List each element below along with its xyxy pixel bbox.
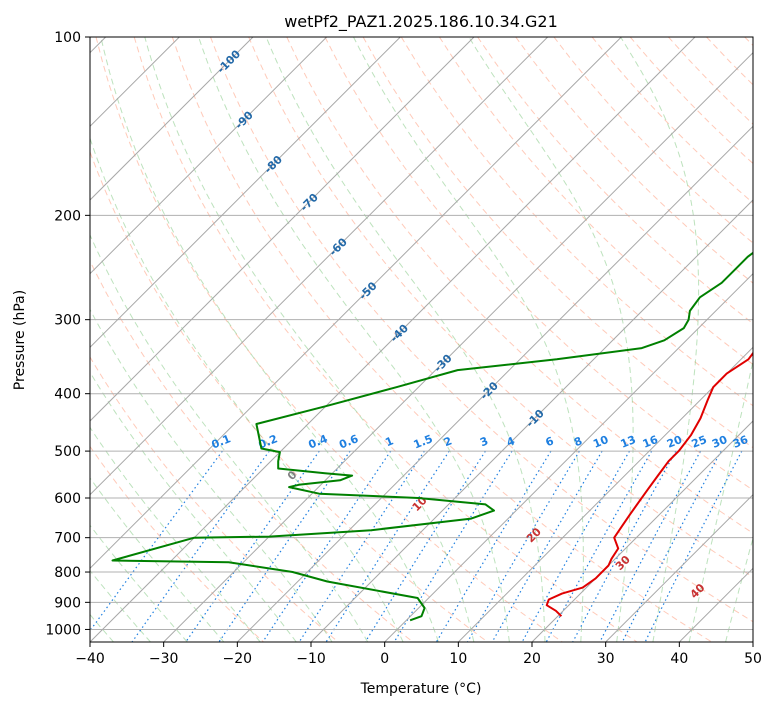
mixing-ratio-line (298, 450, 425, 642)
mixing-ratio-label: 20 (665, 433, 684, 451)
x-tick-label: −30 (149, 651, 179, 667)
dry-adiabat-line (133, 37, 638, 642)
mixing-ratio-line (572, 450, 677, 642)
moist-adiabat-line (144, 37, 475, 642)
moist-adiabats (90, 37, 753, 642)
mixing-ratio-line (545, 450, 653, 642)
x-tick-label: 10 (449, 651, 467, 667)
isotherm-gridline (90, 37, 475, 422)
isotherm-gridline (236, 125, 753, 642)
x-tick-label: 50 (744, 651, 762, 667)
y-tick-label: 500 (54, 444, 81, 460)
isotherm-gridline (163, 51, 753, 642)
mixing-ratio-line (466, 450, 580, 642)
moist-adiabat-line (725, 536, 753, 642)
moist-adiabat-line (353, 37, 584, 642)
mixing-ratio-line (90, 450, 223, 632)
mixing-ratio-line (621, 450, 722, 642)
y-tick-label: 100 (54, 30, 81, 46)
mixing-ratio-label: 36 (731, 433, 750, 451)
mixing-ratio-label: 16 (641, 433, 660, 451)
dry-adiabat-line (95, 37, 563, 642)
mixing-ratio-line (262, 450, 392, 642)
x-tick-label: 40 (670, 651, 688, 667)
moist-adiabat-line (90, 233, 369, 642)
isotherm-gridline (90, 37, 401, 349)
x-tick-label: 0 (380, 651, 389, 667)
moist-adiabat-line (198, 37, 510, 642)
dry-adiabat-line (90, 445, 264, 642)
y-tick-label: 800 (54, 565, 81, 581)
isotherm-gridline (90, 37, 328, 275)
x-tick-label: −10 (296, 651, 326, 667)
moist-adiabat-line (90, 308, 333, 642)
moist-adiabat-line (90, 371, 297, 642)
isotherm-gridline (310, 199, 753, 642)
x-tick-label: −40 (75, 651, 105, 667)
moist-adiabat-line (90, 426, 261, 642)
dry-adiabat-line (90, 150, 488, 642)
dry-adiabat-line (438, 37, 753, 366)
moist-adiabat-line (468, 37, 634, 642)
profile-series (111, 251, 753, 622)
chart-title: wetPf2_PAZ1.2025.186.10.34.G21 (284, 12, 558, 32)
plot-frame (89, 36, 754, 643)
isotherm-gridline (384, 272, 753, 642)
isotherm-gridlines (90, 37, 753, 642)
x-axis-label: Temperature (°C) (360, 681, 482, 697)
mixing-ratio-label: 1 (383, 434, 395, 449)
isotherm-gridline (90, 37, 622, 570)
y-tick-label: 600 (54, 491, 81, 507)
y-tick-label: 1000 (45, 622, 81, 638)
dry-adiabats (90, 37, 753, 642)
moist-adiabat-line (265, 37, 546, 642)
y-tick-label: 200 (54, 208, 81, 224)
moist-adiabat-line (688, 358, 753, 642)
mixing-ratio-label: 10 (591, 433, 610, 451)
isotherm-gridline (605, 493, 753, 642)
x-tick-label: 30 (597, 651, 615, 667)
isotherm-gridline (457, 346, 753, 642)
y-tick-label: 900 (54, 595, 81, 611)
x-tick-label: 20 (523, 651, 541, 667)
x-tick-label: −20 (223, 651, 253, 667)
mixing-ratio-label: 30 (710, 433, 729, 451)
y-tick-label: 700 (54, 531, 81, 547)
mixing-ratio-label: 25 (690, 433, 709, 451)
moist-adiabat-line (90, 477, 225, 642)
mixing-ratio-label: 8 (572, 434, 584, 449)
mixing-ratio-label: 2 (442, 434, 454, 449)
moist-adiabat-line (90, 524, 188, 642)
mixing-ratio-line (521, 450, 631, 642)
moist-adiabat-line (90, 569, 151, 642)
mixing-ratio-label: 3 (478, 434, 490, 449)
mixing-ratio-line (435, 450, 552, 642)
x-axis-ticks: −40 −30 −20 −10 0 10 20 30 40 50 (75, 642, 762, 667)
dry-adiabat-line (210, 37, 753, 623)
temperature-profile-line (545, 351, 753, 617)
mixing-ratio-label: 13 (619, 433, 638, 451)
isotherm-gridline (531, 420, 753, 642)
mixing-ratio-line (599, 450, 702, 642)
dry-adiabat-line (248, 37, 753, 578)
plot-area: -100-90-80-70-60-50-40-30-20-10 0.1 0.2 0.… (90, 37, 753, 642)
y-tick-label: 400 (54, 387, 81, 403)
y-axis-ticks: 100 200 300 400 500 600 700 800 900 1000 (45, 30, 90, 638)
y-tick-label: 300 (54, 313, 81, 329)
dry-adiabat-line (477, 37, 753, 325)
dewpoint-profile-line (111, 251, 753, 622)
isotherm-gridline (90, 37, 254, 201)
isotherm-gridline (90, 37, 696, 642)
isotherm-gridline (90, 37, 549, 496)
mixing-ratio-line (218, 450, 351, 642)
y-axis-label: Pressure (hPa) (12, 290, 28, 390)
dry-adiabat-line (324, 37, 753, 491)
mixing-ratio-line (325, 450, 450, 642)
dry-adiabat-line (90, 356, 339, 642)
moist-adiabat-line (620, 37, 700, 642)
